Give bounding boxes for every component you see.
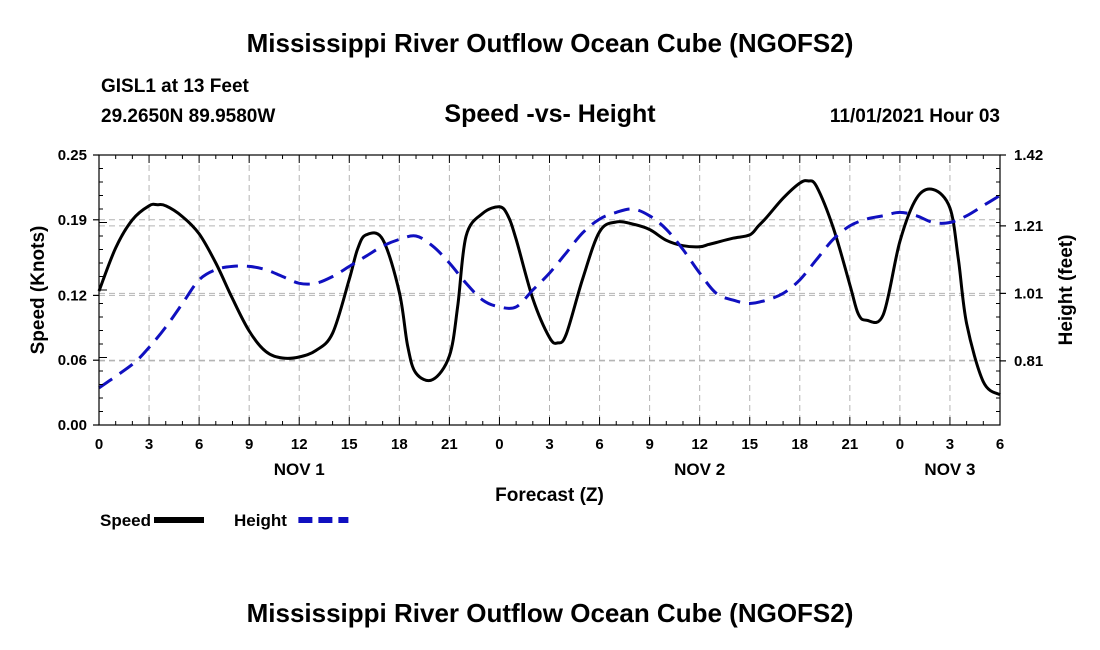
- x-tick-label: 0: [95, 436, 103, 453]
- x-tick-label: 3: [545, 436, 553, 453]
- y-tick-label: 0.00: [58, 417, 87, 434]
- x-tick-label: 9: [645, 436, 653, 453]
- x-tick-label: 21: [841, 436, 858, 453]
- x-tick-label: 6: [595, 436, 603, 453]
- x-tick-label: 3: [145, 436, 153, 453]
- y2-tick-label: 1.42: [1014, 147, 1043, 164]
- x-tick-label: 6: [195, 436, 203, 453]
- speed-series-line: [97, 179, 1001, 397]
- x-tick-label: 0: [896, 436, 904, 453]
- x-tick-label: 15: [341, 436, 358, 453]
- legend-label: Speed: [100, 511, 151, 530]
- chart-axes: 0 3 6 9 12 15 18 21 0 3 6 9 12 15 18 21 0 3 6 NOV 1 NOV 2 NOV…: [58, 147, 1043, 479]
- x-tick-label: 6: [996, 436, 1004, 453]
- x-tick-label: 21: [441, 436, 458, 453]
- page-title: Mississippi River Outflow Ocean Cube (NG…: [246, 28, 854, 58]
- y2-axis-label: Height (feet): [1056, 235, 1077, 346]
- station-coordinates: 29.2650N 89.9580W: [101, 106, 276, 127]
- x-tick-label: 9: [245, 436, 253, 453]
- x-tick-label: 15: [741, 436, 758, 453]
- y2-tick-label: 0.81: [1014, 353, 1043, 370]
- y2-tick-label: 1.01: [1014, 285, 1043, 302]
- y-axis-label: Speed (Knots): [28, 226, 49, 355]
- station-label: GISL1 at 13 Feet: [101, 76, 249, 97]
- chart-grid: [99, 154, 1000, 425]
- x-day-label: NOV 2: [674, 460, 725, 479]
- x-day-label: NOV 1: [274, 460, 325, 479]
- x-tick-label: 18: [791, 436, 808, 453]
- y-tick-label: 0.06: [58, 352, 87, 369]
- second-chart-title: Mississippi River Outflow Ocean Cube (NG…: [246, 598, 854, 628]
- x-day-label: NOV 3: [924, 460, 975, 479]
- x-tick-label: 0: [495, 436, 503, 453]
- x-tick-label: 12: [291, 436, 308, 453]
- x-axis-label: Forecast (Z): [495, 485, 604, 506]
- x-tick-label: 3: [946, 436, 954, 453]
- chart-legend: Speed Height: [100, 511, 349, 530]
- height-series-line: [98, 194, 1001, 390]
- x-tick-label: 18: [391, 436, 408, 453]
- speed-height-chart: 0 3 6 9 12 15 18 21 0 3 6 9 12 15 18 21 0 3 6 NOV 1 NOV 2 NOV…: [28, 147, 1077, 530]
- y2-tick-label: 1.21: [1014, 218, 1043, 235]
- legend-label: Height: [234, 511, 287, 530]
- x-tick-label: 12: [691, 436, 708, 453]
- y-tick-label: 0.12: [58, 287, 87, 304]
- chart-subtitle: Speed -vs- Height: [444, 100, 656, 128]
- forecast-datetime: 11/01/2021 Hour 03: [829, 106, 1000, 127]
- y-tick-label: 0.25: [58, 147, 87, 164]
- y-tick-label: 0.19: [58, 212, 87, 229]
- chart-series: [97, 179, 1001, 397]
